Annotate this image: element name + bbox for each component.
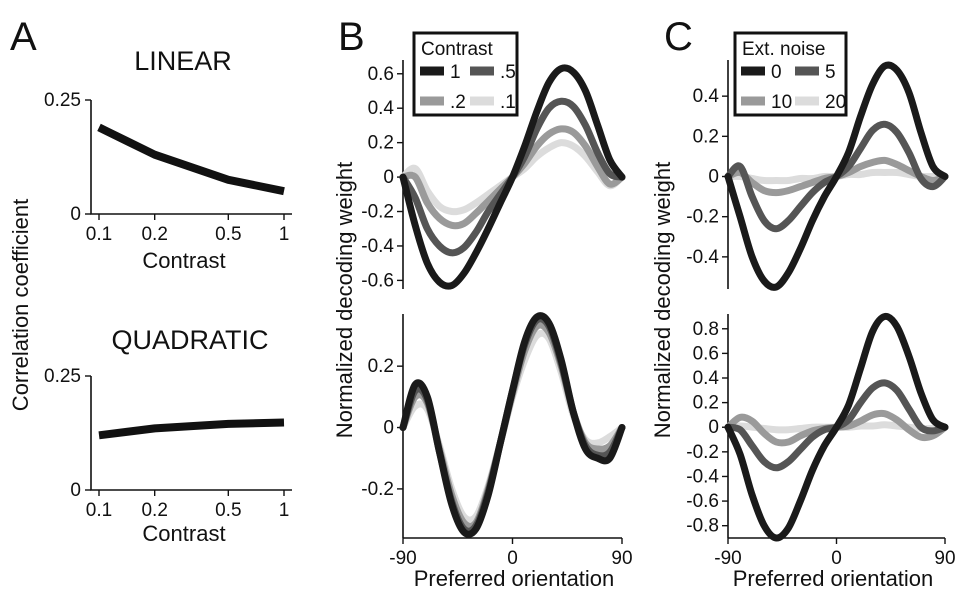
b-top-ytick-label: 0.2 [368,133,394,154]
c-legend-label: 5 [825,62,836,83]
b-bottom-plot: -0.2 0 0.2 -90 0 90 [361,312,633,569]
b-legend-label: .1 [500,92,516,113]
linear-xtick-label: 0.5 [215,224,241,245]
panel-b-ylabel: Normalized decoding weight [332,162,357,438]
c-bottom-xtick-label: -90 [714,548,741,569]
b-top-ytick-label: 0.4 [368,98,395,119]
c-bottom-ytick-label: 0 [708,417,719,438]
c-legend-label: 0 [771,62,782,83]
c-bottom-ytick-label: -0.2 [686,442,719,463]
c-bottom-ytick-label: 0.4 [693,368,720,389]
quadratic-plot: 0 0.25 0.1 0.2 0.5 1 [44,366,292,521]
linear-axes [90,100,292,215]
b-bottom-xtick-label: 0 [507,548,518,569]
quadratic-series-line [98,418,285,440]
c-bottom-ytick-label: -0.4 [686,466,719,487]
c-bottom-ytick-label: -0.8 [686,516,719,537]
c-bottom-ytick-label: 0.8 [693,319,719,340]
linear-title: LINEAR [134,46,232,76]
panel-letter-a: A [10,15,37,59]
plot-area: 00.250.1 0.2 0.5 100.250.1 0.2 0.5 1-0.6-0.4-0… [44,31,956,569]
linear-series-line [97,123,285,196]
b-legend-label: .2 [450,92,466,113]
c-bottom-ytick-label: -0.6 [686,491,719,512]
b-bottom-xtick-label: 90 [611,548,632,569]
panel-c-ylabel: Normalized decoding weight [650,162,675,438]
linear-xtick-label: 0.1 [86,224,112,245]
c-top-ytick-label: 0 [708,167,719,188]
b-top-plot: -0.6 -0.4 -0.2 0 0.2 0.4 0.6 [361,60,626,291]
b-top-ytick-label: -0.6 [361,270,394,291]
b-top-ytick-label: -0.2 [361,202,394,223]
c-bottom-xtick-label: 90 [934,548,955,569]
c-bottom-plot: -0.8 -0.6 -0.4 -0.2 0 0.2 0.4 0.6 0.8 -90 0 90 [686,312,956,569]
b-legend-label: 1 [450,62,461,83]
c-bottom-ytick-label: 0.2 [693,393,719,414]
c-top-ytick-label: 0.2 [693,126,719,147]
quadratic-xtick-label: 0.1 [86,500,112,521]
b-top-ytick-label: 0 [383,167,394,188]
panel-letter-c: C [664,15,693,59]
c-bottom-series-line [724,312,949,542]
c-top-plot: -0.4 -0.2 0 0.2 0.4 [686,60,949,291]
panel-letter-b: B [338,15,365,59]
linear-xtick-label: 1 [279,224,290,245]
linear-ytick-label: 0.25 [44,90,81,111]
b-bottom-ytick-label: 0 [383,418,394,439]
c-top-ytick-label: -0.2 [686,207,719,228]
b-legend-label: .5 [500,62,516,83]
linear-xlabel: Contrast [142,248,225,273]
quadratic-xtick-label: 1 [279,500,290,521]
b-top-ytick-label: 0.6 [368,64,394,85]
quadratic-ytick-label: 0 [70,480,81,501]
panel-b-xlabel: Preferred orientation [414,566,615,591]
b-bottom-xtick-label: -90 [389,548,416,569]
b-legend-title: Contrast [421,39,494,60]
quadratic-xlabel: Contrast [142,521,225,546]
b-bottom-series-line [399,312,626,538]
c-top-ytick-label: -0.4 [686,247,719,268]
c-top-ytick-label: 0.4 [693,86,720,107]
b-top-series-line [399,64,626,290]
linear-xtick-label: 0.2 [141,224,167,245]
b-bottom-ytick-label: 0.2 [368,356,394,377]
panel-a-ylabel: Correlation coefficient [8,199,33,411]
quadratic-ytick-label: 0.25 [44,366,81,387]
c-legend-label: 20 [825,92,846,113]
linear-plot: 0 0.25 0.1 0.2 0.5 1 [44,90,292,245]
c-top-series-line [724,61,949,291]
c-legend-label: 10 [771,92,792,113]
quadratic-title: QUADRATIC [111,325,268,355]
panel-c-xlabel: Preferred orientation [733,566,934,591]
quadratic-xtick-label: 0.5 [215,500,241,521]
c-legend-title: Ext. noise [742,39,825,60]
quadratic-xtick-label: 0.2 [141,500,167,521]
b-bottom-ytick-label: -0.2 [361,479,394,500]
c-bottom-ytick-label: 0.6 [693,343,719,364]
b-top-ytick-label: -0.4 [361,236,394,257]
c-bottom-xtick-label: 0 [831,548,842,569]
linear-ytick-label: 0 [70,204,81,225]
